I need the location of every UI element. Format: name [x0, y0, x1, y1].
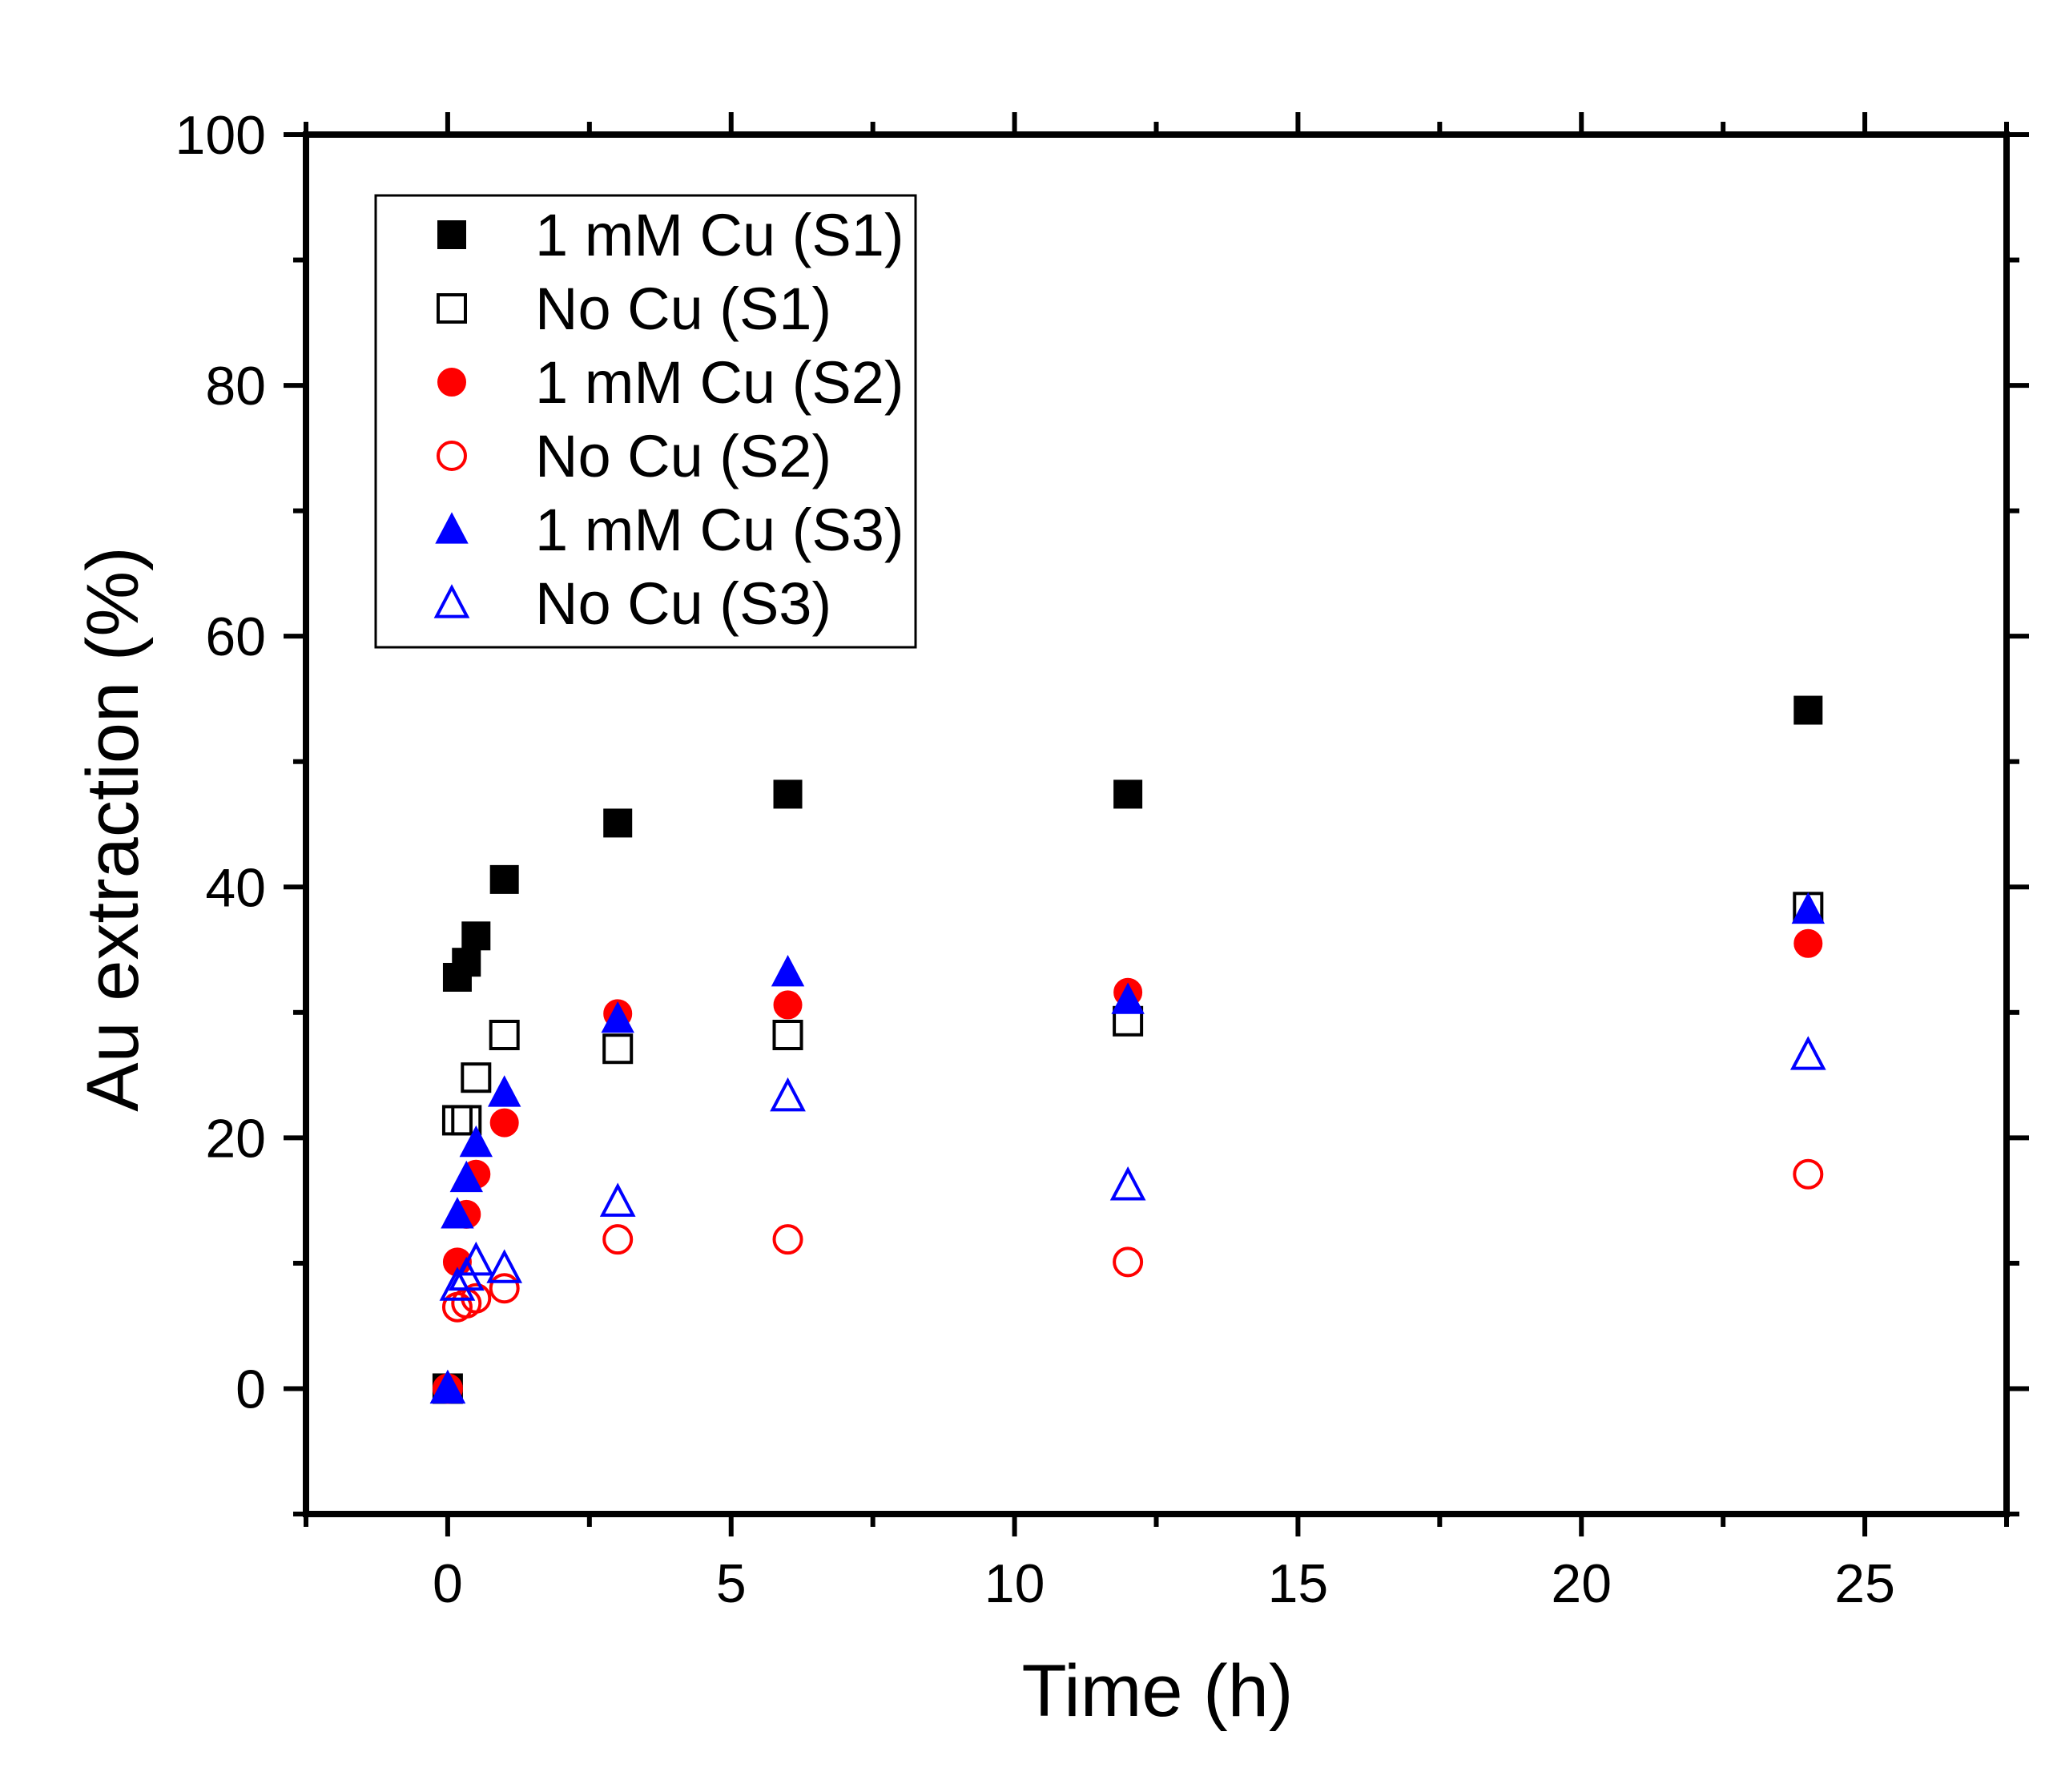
data-point [429, 1369, 466, 1404]
data-point [441, 1105, 473, 1136]
data-point [772, 1224, 803, 1255]
data-point [1113, 779, 1143, 809]
legend-box [374, 194, 917, 649]
series-6 [429, 1036, 1826, 1404]
y-tick-label: 40 [205, 857, 266, 918]
x-axis-title: Time (h) [1021, 1650, 1293, 1732]
data-point [457, 1241, 494, 1276]
data-point [1789, 1036, 1826, 1070]
y-tick-label: 0 [235, 1359, 266, 1420]
data-point [461, 921, 491, 951]
series-4 [432, 1158, 1824, 1404]
legend-label: 1 mM Cu (S1) [535, 202, 904, 268]
x-tick-label: 5 [716, 1553, 747, 1614]
legend-label: 1 mM Cu (S2) [535, 349, 904, 416]
x-tick-label: 15 [1268, 1553, 1329, 1614]
data-point [770, 1077, 806, 1112]
data-point [451, 1105, 482, 1136]
data-point [1111, 982, 1145, 1014]
data-point [439, 1266, 476, 1301]
data-point [773, 990, 803, 1020]
y-tick-label: 100 [175, 105, 266, 166]
legend-label: 1 mM Cu (S3) [535, 497, 904, 563]
tick-labels: 0 5 10 15 20 25 0 20 40 60 80 100 [175, 105, 1895, 1614]
legend-label: No Cu (S1) [535, 276, 831, 342]
axis-ticks [284, 112, 2029, 1536]
data-point [602, 1033, 634, 1065]
data-point [1793, 695, 1823, 725]
x-tick-label: 10 [984, 1553, 1045, 1614]
legend-marker [435, 512, 469, 544]
data-point [771, 955, 805, 987]
y-tick-label: 80 [205, 356, 266, 417]
y-axis-title: Au extraction (%) [72, 546, 154, 1112]
series-1 [433, 695, 1823, 1403]
series-5 [431, 892, 1826, 1403]
plot-frame [303, 131, 2010, 1517]
y-tick-label: 60 [205, 606, 266, 667]
data-point [1793, 1158, 1824, 1190]
data-point [1113, 1246, 1144, 1278]
x-tick-label: 20 [1551, 1553, 1612, 1614]
legend-label: No Cu (S2) [535, 423, 831, 489]
data-point [486, 1249, 523, 1283]
data-point [459, 1125, 493, 1158]
data-points [429, 695, 1826, 1404]
y-tick-label: 20 [205, 1108, 266, 1169]
data-point [1791, 892, 1826, 924]
data-point [599, 1182, 636, 1217]
data-point [1109, 1166, 1146, 1201]
data-point [461, 1062, 492, 1093]
series-2 [432, 892, 1824, 1404]
data-point [487, 1075, 521, 1107]
legend-label: No Cu (S3) [535, 570, 831, 637]
x-tick-label: 25 [1834, 1553, 1895, 1614]
legend-marker [437, 220, 466, 249]
legend-marker [437, 441, 467, 471]
data-point [773, 779, 803, 809]
data-point [441, 1197, 474, 1229]
legend-marker [437, 368, 466, 397]
data-point [603, 808, 633, 838]
data-point [489, 1108, 519, 1138]
data-point [601, 1001, 634, 1033]
legend-marker [433, 584, 470, 618]
x-tick-label: 0 [433, 1553, 463, 1614]
data-point [772, 1019, 803, 1050]
data-point [489, 1273, 520, 1304]
data-point [489, 1019, 520, 1050]
data-point [1793, 928, 1823, 958]
legend-marker [437, 293, 467, 324]
data-point [449, 1160, 483, 1193]
legend: 1 mM Cu (S1) No Cu (S1) 1 mM Cu (S2) No Cu … [374, 194, 917, 649]
data-point [452, 948, 481, 977]
data-point [489, 864, 519, 894]
data-point [602, 1224, 634, 1255]
